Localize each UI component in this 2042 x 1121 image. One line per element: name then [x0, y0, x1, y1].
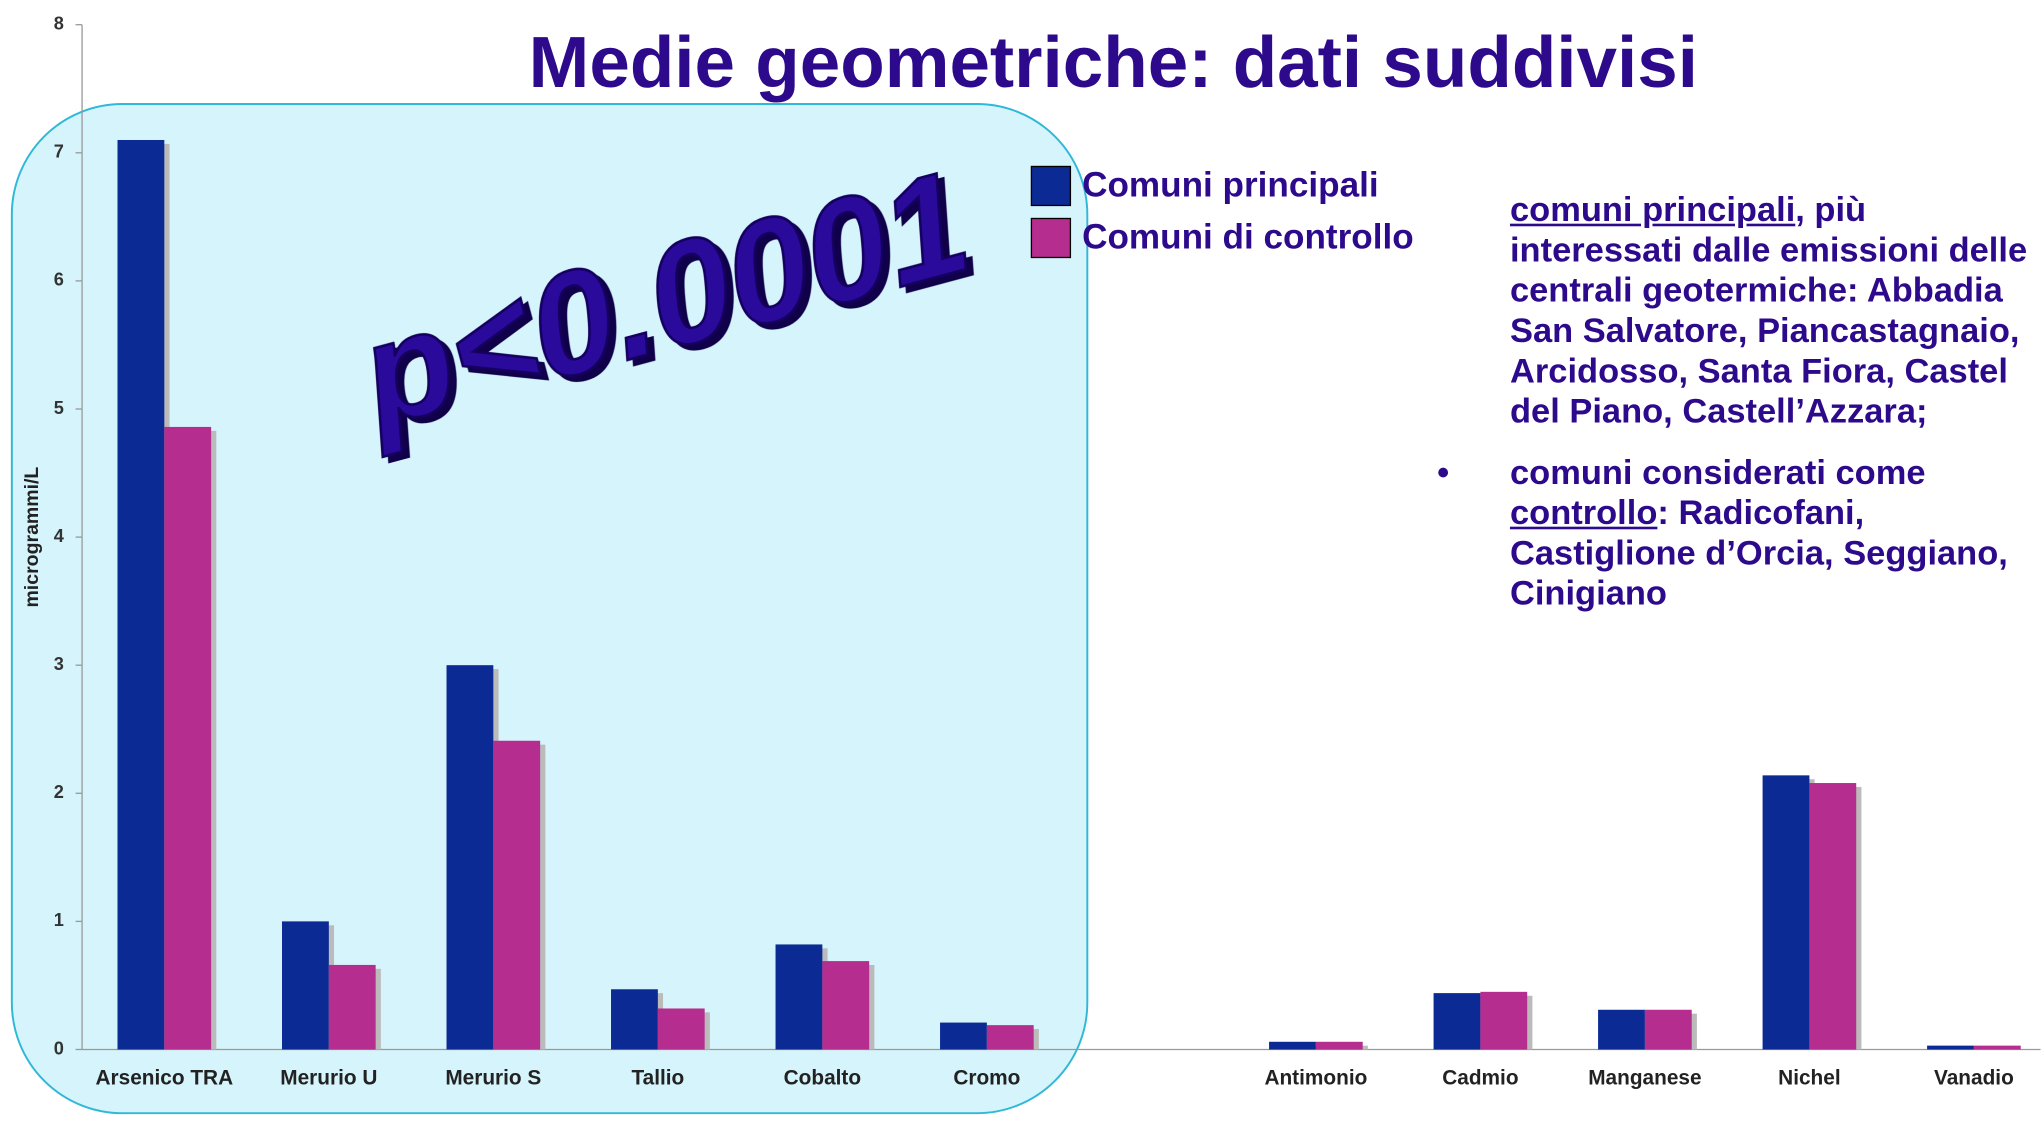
x-tick-label-box: Vanadio [1934, 1067, 2014, 1090]
bar [1480, 991, 1528, 1050]
highlight-box [10, 103, 1089, 1115]
notes-box: comuni principali, più interessati dalle… [1432, 190, 2041, 614]
note-bullet [1432, 190, 1510, 432]
note-text: comuni principali, più interessati dalle… [1510, 190, 2041, 432]
x-tick-label-box: Cromo [953, 1067, 1021, 1090]
bar [493, 740, 541, 1050]
x-tick-label: Cromo [953, 1067, 1021, 1090]
x-tick-label: Nichel [1778, 1067, 1841, 1090]
bar [117, 139, 165, 1050]
x-tick-label: Merurio S [445, 1067, 542, 1090]
note: comuni principali, più interessati dalle… [1432, 190, 2041, 432]
legend-swatch [1030, 165, 1072, 207]
bar [1927, 1045, 1974, 1050]
bar [611, 989, 658, 1050]
x-tick-label: Vanadio [1934, 1067, 2014, 1090]
bar [1315, 1041, 1363, 1050]
bar [986, 1025, 1034, 1050]
bar [1809, 783, 1857, 1050]
bar [657, 1008, 705, 1050]
x-tick-label-box: Manganese [1588, 1067, 1702, 1090]
x-tick-label-box: Arsenico TRA [95, 1067, 234, 1090]
note: • comuni considerati come controllo: Radi… [1432, 453, 2041, 614]
x-tick-label: Cadmio [1442, 1067, 1519, 1090]
y-tick-label: 3 [54, 654, 64, 674]
x-tick-label: Merurio U [280, 1067, 378, 1090]
bar [1762, 775, 1810, 1050]
bar [282, 921, 329, 1050]
x-tick-label: Arsenico TRA [95, 1067, 234, 1090]
bar [775, 944, 823, 1050]
y-tick-label: 8 [54, 14, 64, 34]
bar [822, 961, 870, 1050]
x-tick-label-box: Antimonio [1264, 1067, 1368, 1090]
legend-label: Comuni di controllo [1082, 218, 1414, 257]
x-tick-label: Cobalto [783, 1067, 862, 1090]
y-tick-label: 4 [54, 526, 65, 546]
x-tick-label: Manganese [1588, 1067, 1702, 1090]
y-tick-label: 7 [54, 142, 64, 162]
bar [164, 426, 212, 1050]
x-tick-label-box: Cobalto [783, 1067, 862, 1090]
y-tick-label: 0 [54, 1038, 64, 1058]
x-tick-label-box: Nichel [1778, 1067, 1841, 1090]
note-part: : Radicofani, Castiglione d’Orcia, Seggi… [1509, 492, 2008, 613]
bar [1973, 1045, 2021, 1050]
legend-label: Comuni principali [1082, 166, 1379, 205]
chart-title: Medie geometriche: dati suddivisi [529, 22, 1698, 103]
bar [328, 964, 376, 1050]
x-tick-label-box: Merurio S [445, 1067, 542, 1090]
note-bullet: • [1437, 452, 1450, 492]
note-part: comuni principali [1509, 189, 1796, 229]
bar [1598, 1009, 1645, 1050]
bar [446, 665, 494, 1050]
note-part: comuni considerati come [1509, 452, 1926, 492]
x-tick-label-box: Merurio U [280, 1067, 378, 1090]
y-axis-label: microgrammi/L [21, 467, 43, 608]
note-part: , più interessati dalle emissioni delle … [1509, 189, 2028, 431]
y-tick-label: 1 [54, 910, 64, 930]
x-tick-label-box: Tallio [631, 1067, 685, 1090]
legend-swatch [1030, 217, 1072, 259]
x-tick-label: Tallio [631, 1067, 685, 1090]
note-text: comuni considerati come controllo: Radic… [1510, 453, 2041, 614]
x-tick-label: Antimonio [1264, 1067, 1368, 1090]
note-part: controllo [1509, 492, 1658, 532]
bar [940, 1022, 987, 1050]
x-tick-label-box: Cadmio [1442, 1067, 1519, 1090]
y-tick-label: 6 [54, 270, 64, 290]
y-tick-label: 2 [54, 782, 64, 802]
y-tick-label: 5 [54, 398, 64, 418]
bar [1644, 1009, 1692, 1050]
bar [1433, 993, 1481, 1050]
bar [1269, 1041, 1316, 1050]
